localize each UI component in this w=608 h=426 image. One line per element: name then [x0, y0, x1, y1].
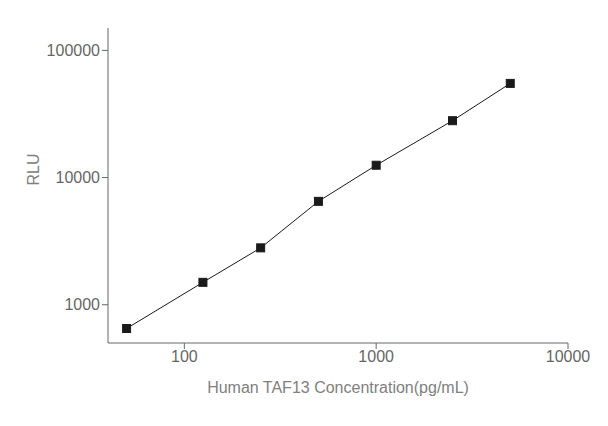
svg-text:100000: 100000	[47, 42, 100, 59]
svg-text:100: 100	[171, 348, 198, 365]
svg-text:Human TAF13 Concentration(pg/m: Human TAF13 Concentration(pg/mL)	[207, 379, 469, 396]
svg-text:10000: 10000	[546, 348, 591, 365]
svg-text:1000: 1000	[64, 296, 100, 313]
svg-text:10000: 10000	[56, 169, 101, 186]
svg-text:RLU: RLU	[25, 153, 42, 185]
svg-text:1000: 1000	[358, 348, 394, 365]
